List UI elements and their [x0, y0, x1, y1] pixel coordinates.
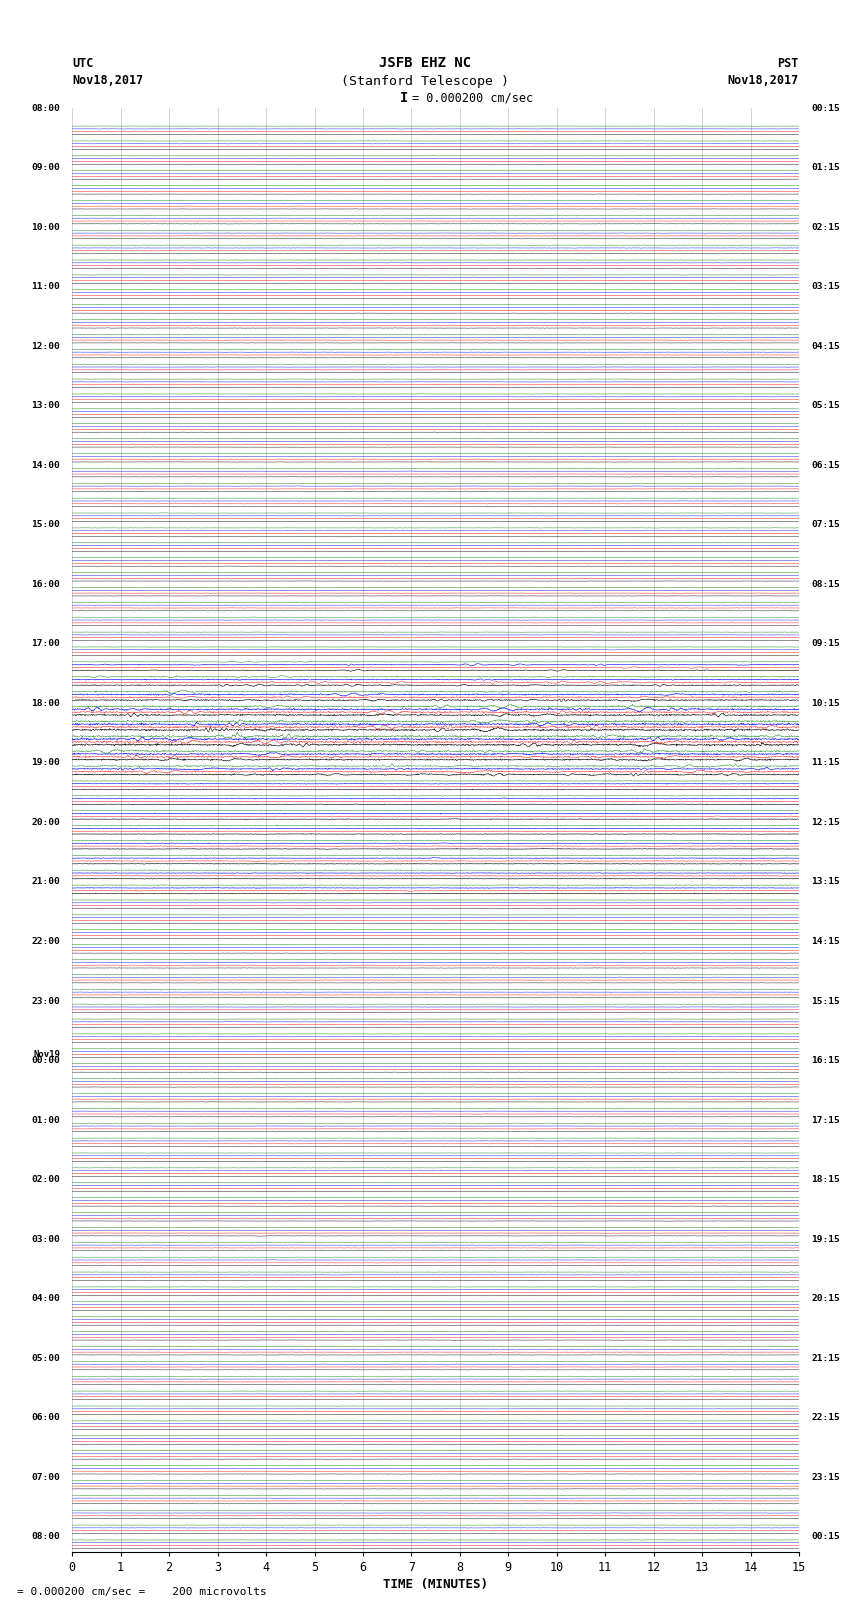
- Text: 16:15: 16:15: [811, 1057, 840, 1065]
- Text: 14:15: 14:15: [811, 937, 840, 945]
- Text: Nov18,2017: Nov18,2017: [728, 74, 799, 87]
- Text: 11:15: 11:15: [811, 758, 840, 768]
- Text: 16:00: 16:00: [31, 579, 60, 589]
- Text: Nov19: Nov19: [33, 1050, 60, 1060]
- Text: 09:15: 09:15: [811, 639, 840, 648]
- Text: 12:15: 12:15: [811, 818, 840, 827]
- Text: 14:00: 14:00: [31, 461, 60, 469]
- Text: 10:00: 10:00: [31, 223, 60, 232]
- Text: 07:00: 07:00: [31, 1473, 60, 1482]
- Text: 15:00: 15:00: [31, 521, 60, 529]
- Text: 17:15: 17:15: [811, 1116, 840, 1124]
- Text: 00:00: 00:00: [31, 1057, 60, 1065]
- Text: 20:15: 20:15: [811, 1294, 840, 1303]
- Text: 21:00: 21:00: [31, 877, 60, 887]
- Text: 05:15: 05:15: [811, 402, 840, 410]
- Text: Nov18,2017: Nov18,2017: [72, 74, 144, 87]
- Text: 04:15: 04:15: [811, 342, 840, 350]
- Text: 11:00: 11:00: [31, 282, 60, 292]
- Text: 20:00: 20:00: [31, 818, 60, 827]
- Text: 21:15: 21:15: [811, 1353, 840, 1363]
- Text: 19:00: 19:00: [31, 758, 60, 768]
- Text: 07:15: 07:15: [811, 521, 840, 529]
- Text: 09:00: 09:00: [31, 163, 60, 173]
- Text: (Stanford Telescope ): (Stanford Telescope ): [341, 74, 509, 87]
- Text: 23:15: 23:15: [811, 1473, 840, 1482]
- Text: PST: PST: [778, 56, 799, 71]
- Text: 22:00: 22:00: [31, 937, 60, 945]
- Text: 02:00: 02:00: [31, 1176, 60, 1184]
- Text: 23:00: 23:00: [31, 997, 60, 1005]
- Text: 01:15: 01:15: [811, 163, 840, 173]
- Text: 05:00: 05:00: [31, 1353, 60, 1363]
- X-axis label: TIME (MINUTES): TIME (MINUTES): [383, 1578, 488, 1590]
- Text: 17:00: 17:00: [31, 639, 60, 648]
- Text: UTC: UTC: [72, 56, 94, 71]
- Text: 01:00: 01:00: [31, 1116, 60, 1124]
- Text: JSFB EHZ NC: JSFB EHZ NC: [379, 56, 471, 71]
- Text: 13:00: 13:00: [31, 402, 60, 410]
- Text: 08:00: 08:00: [31, 1532, 60, 1542]
- Text: 03:00: 03:00: [31, 1234, 60, 1244]
- Text: 00:15: 00:15: [811, 103, 840, 113]
- Text: 08:15: 08:15: [811, 579, 840, 589]
- Text: 03:15: 03:15: [811, 282, 840, 292]
- Text: 13:15: 13:15: [811, 877, 840, 887]
- Text: 00:15: 00:15: [811, 1532, 840, 1542]
- Text: 06:00: 06:00: [31, 1413, 60, 1423]
- Text: 19:15: 19:15: [811, 1234, 840, 1244]
- Text: 12:00: 12:00: [31, 342, 60, 350]
- Text: 06:15: 06:15: [811, 461, 840, 469]
- Text: 18:00: 18:00: [31, 698, 60, 708]
- Text: 10:15: 10:15: [811, 698, 840, 708]
- Text: = 0.000200 cm/sec =    200 microvolts: = 0.000200 cm/sec = 200 microvolts: [17, 1587, 267, 1597]
- Text: 15:15: 15:15: [811, 997, 840, 1005]
- Text: I: I: [400, 90, 408, 105]
- Text: 18:15: 18:15: [811, 1176, 840, 1184]
- Text: = 0.000200 cm/sec: = 0.000200 cm/sec: [412, 92, 534, 105]
- Text: 02:15: 02:15: [811, 223, 840, 232]
- Text: 08:00: 08:00: [31, 103, 60, 113]
- Text: 22:15: 22:15: [811, 1413, 840, 1423]
- Text: 04:00: 04:00: [31, 1294, 60, 1303]
